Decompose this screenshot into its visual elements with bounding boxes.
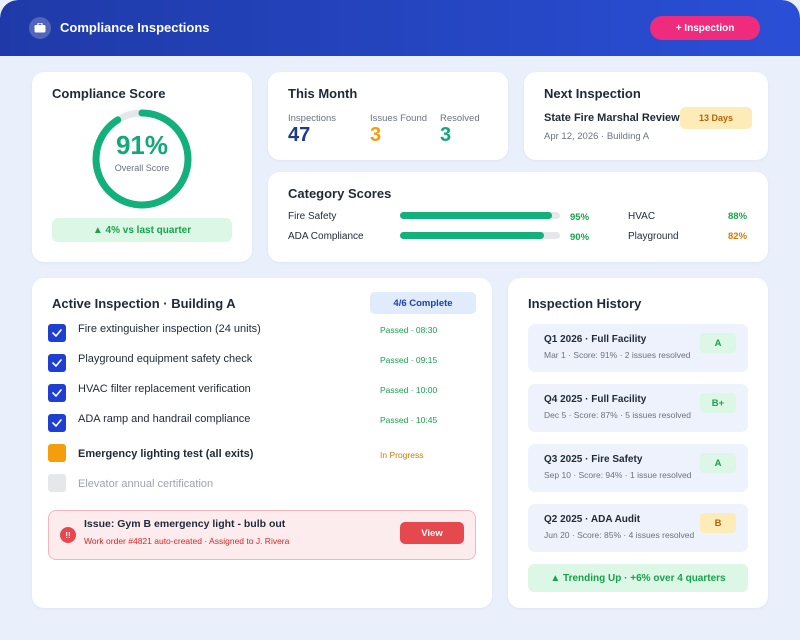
app-title: Compliance Inspections	[60, 20, 210, 35]
category-bar-ada	[400, 232, 560, 239]
top-bar: Compliance Inspections + Inspection	[0, 0, 800, 56]
grade-badge: B+	[700, 393, 736, 413]
history-item[interactable]: Q2 2025 · ADA Audit Jun 20 · Score: 85% …	[528, 504, 748, 552]
task-label-active: Emergency lighting test (all exits)	[78, 448, 254, 460]
stat-value-issues: 3	[370, 124, 382, 146]
task-checkbox-checked[interactable]	[48, 414, 66, 432]
task-status: Passed · 09:15	[380, 355, 438, 365]
history-trend-badge: ▲ Trending Up · +6% over 4 quarters	[528, 564, 748, 592]
next-inspection-name: State Fire Marshal Review	[544, 112, 680, 124]
task-status: Passed · 08:30	[380, 325, 438, 335]
grade-badge: B	[700, 513, 736, 533]
category-value-hvac: 88%	[728, 211, 748, 222]
issue-detail: Work order #4821 auto-created · Assigned…	[84, 536, 290, 546]
category-bar-fire-safety	[400, 212, 560, 219]
history-item[interactable]: Q3 2025 · Fire Safety Sep 10 · Score: 94…	[528, 444, 748, 492]
task-label: Playground equipment safety check	[78, 353, 253, 365]
stat-label-inspections: Inspections	[288, 113, 337, 124]
check-icon	[52, 419, 62, 427]
next-inspection-meta: Apr 12, 2026 · Building A	[544, 131, 650, 142]
category-label-fire-safety: Fire Safety	[288, 211, 337, 222]
task-status: Passed · 10:00	[380, 385, 438, 395]
task-label: HVAC filter replacement verification	[78, 383, 251, 395]
stat-value-resolved: 3	[440, 124, 452, 146]
category-value-ada: 90%	[570, 232, 590, 243]
this-month-card	[268, 72, 508, 160]
task-label: ADA ramp and handrail compliance	[78, 413, 251, 425]
history-item-title: Q1 2026 · Full Facility	[544, 334, 647, 345]
stat-label-resolved: Resolved	[440, 113, 480, 124]
alert-icon: !!	[60, 527, 76, 543]
history-item-meta: Sep 10 · Score: 94% · 1 issue resolved	[544, 470, 692, 480]
compliance-score-title: Compliance Score	[52, 86, 166, 101]
inspection-history-title: Inspection History	[528, 296, 642, 311]
category-label-playground: Playground	[628, 231, 679, 242]
view-issue-button[interactable]: View	[400, 522, 464, 544]
countdown-badge: 13 Days	[680, 107, 752, 129]
active-inspection-title: Active Inspection · Building A	[52, 296, 236, 311]
task-checkbox-empty[interactable]	[48, 474, 66, 492]
task-status: Passed · 10:45	[380, 415, 438, 425]
task-checkbox-checked[interactable]	[48, 384, 66, 402]
compliance-score-label: Overall Score	[114, 163, 170, 173]
check-icon	[52, 329, 62, 337]
task-label-pending: Elevator annual certification	[78, 478, 214, 490]
category-value-fire-safety: 95%	[570, 212, 590, 223]
history-item-meta: Mar 1 · Score: 91% · 2 issues resolved	[544, 350, 691, 360]
category-label-ada: ADA Compliance	[288, 231, 364, 242]
category-scores-title: Category Scores	[288, 186, 392, 201]
add-inspection-button[interactable]: + Inspection	[650, 16, 760, 40]
compliance-trend-badge: ▲ 4% vs last quarter	[52, 218, 232, 242]
history-item[interactable]: Q1 2026 · Full Facility Mar 1 · Score: 9…	[528, 324, 748, 372]
check-icon	[52, 389, 62, 397]
briefcase-icon	[29, 17, 51, 39]
task-label: Fire extinguisher inspection (24 units)	[78, 323, 261, 335]
stat-label-issues: Issues Found	[370, 113, 428, 124]
next-inspection-title: Next Inspection	[544, 86, 641, 101]
history-item-title: Q4 2025 · Full Facility	[544, 394, 647, 405]
history-item-meta: Dec 5 · Score: 87% · 5 issues resolved	[544, 410, 691, 420]
compliance-score-value: 91%	[115, 130, 169, 160]
history-item[interactable]: Q4 2025 · Full Facility Dec 5 · Score: 8…	[528, 384, 748, 432]
task-checkbox-checked[interactable]	[48, 354, 66, 372]
issue-title: Issue: Gym B emergency light - bulb out	[84, 518, 286, 530]
this-month-title: This Month	[288, 86, 358, 101]
grade-badge: A	[700, 333, 736, 353]
check-icon	[52, 359, 62, 367]
history-item-meta: Jun 20 · Score: 85% · 4 issues resolved	[544, 530, 695, 540]
history-item-title: Q3 2025 · Fire Safety	[544, 454, 643, 465]
task-checkbox-checked[interactable]	[48, 324, 66, 342]
progress-badge: 4/6 Complete	[370, 292, 476, 314]
grade-badge: A	[700, 453, 736, 473]
task-status: In Progress	[380, 450, 424, 460]
history-item-title: Q2 2025 · ADA Audit	[544, 514, 641, 525]
category-label-hvac: HVAC	[628, 211, 656, 222]
task-checkbox-in-progress[interactable]	[48, 444, 66, 462]
compliance-gauge	[92, 109, 192, 209]
category-value-playground: 82%	[728, 231, 748, 242]
stat-value-inspections: 47	[288, 124, 311, 146]
